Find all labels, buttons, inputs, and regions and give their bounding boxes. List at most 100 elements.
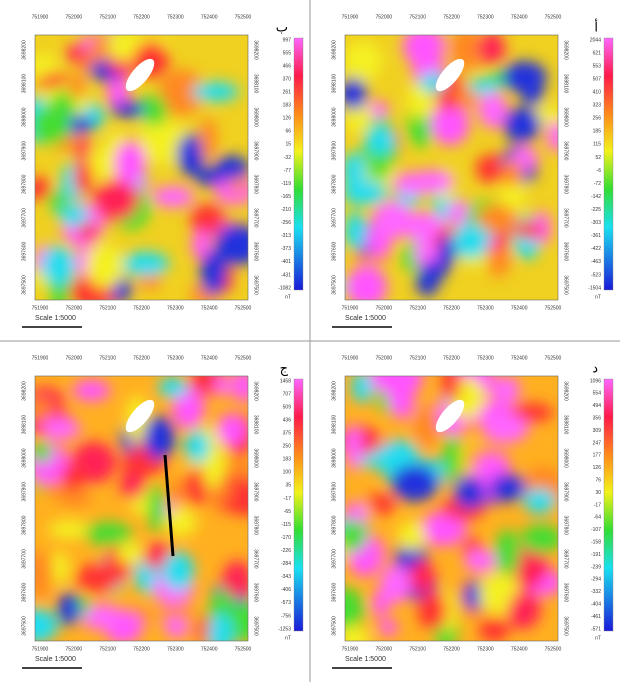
colorbar-label: -523 xyxy=(591,272,601,278)
anomaly xyxy=(64,45,90,63)
y-label-left: 3697900 xyxy=(331,141,337,161)
anomaly xyxy=(199,117,217,161)
y-label-left: 3697500 xyxy=(331,275,337,295)
x-label-bottom: 752300 xyxy=(167,646,184,652)
anomaly xyxy=(475,154,507,184)
colorbar-label: -226 xyxy=(281,548,291,554)
y-label-left: 3698200 xyxy=(331,381,337,401)
x-label-bottom: 751900 xyxy=(32,305,49,311)
anomaly xyxy=(452,223,489,259)
x-label-top: 752200 xyxy=(443,355,460,361)
y-label-right: 3698100 xyxy=(563,415,569,435)
anomaly xyxy=(165,507,197,537)
anomaly xyxy=(368,159,389,181)
anomaly xyxy=(184,430,210,463)
colorbar-label: 247 xyxy=(593,440,602,446)
anomaly xyxy=(35,608,58,641)
colorbar-label: 370 xyxy=(283,76,292,82)
colorbar-label: 375 xyxy=(283,431,292,437)
x-label-top: 752500 xyxy=(545,14,562,20)
raster xyxy=(345,376,558,641)
anomaly xyxy=(523,488,557,514)
scale-bar xyxy=(332,667,392,669)
y-label-right: 3697500 xyxy=(563,616,569,636)
map-panel: 751900 751900 752000 752000 752100 752100 7522… xyxy=(21,355,304,669)
y-label-left: 3698200 xyxy=(21,40,27,60)
y-label-left: 3698200 xyxy=(21,381,27,401)
anomaly xyxy=(345,587,364,632)
colorbar-label: 30 xyxy=(595,490,601,496)
anomaly xyxy=(430,102,470,146)
colorbar-label: -119 xyxy=(281,181,291,187)
anomaly xyxy=(72,379,111,402)
scale-text: Scale 1:5000 xyxy=(35,656,76,663)
y-label-left: 3698000 xyxy=(21,107,27,127)
colorbar-label: -191 xyxy=(591,552,601,558)
anomaly xyxy=(520,524,558,554)
profile-line xyxy=(163,454,175,557)
y-label-right: 3697800 xyxy=(253,516,259,536)
anomaly xyxy=(478,617,510,641)
x-label-top: 752100 xyxy=(99,14,116,20)
anomaly xyxy=(186,466,206,508)
colorbar-label: -239 xyxy=(591,564,601,570)
colorbar-label: 1458 xyxy=(280,378,291,384)
colorbar-label: 507 xyxy=(593,76,602,82)
raster xyxy=(345,35,558,300)
anomaly xyxy=(76,563,123,593)
colorbar-label: 183 xyxy=(283,103,292,109)
colorbar-label: 323 xyxy=(593,103,602,109)
x-label-top: 752000 xyxy=(375,14,392,20)
anomaly xyxy=(391,464,439,502)
y-label-left: 3698100 xyxy=(21,415,27,435)
anomaly xyxy=(345,180,388,206)
x-label-bottom: 752300 xyxy=(477,305,494,311)
colorbar-label: -756 xyxy=(281,613,291,619)
raster xyxy=(35,35,248,300)
x-label-top: 752500 xyxy=(235,14,252,20)
colorbar-label: 35 xyxy=(285,483,291,489)
y-label-right: 3697700 xyxy=(563,208,569,228)
panel-label: ب xyxy=(276,21,288,36)
colorbar-label: -6 xyxy=(597,168,602,174)
x-label-top: 752000 xyxy=(375,355,392,361)
colorbar-label: -158 xyxy=(591,540,601,546)
y-label-right: 3697500 xyxy=(253,616,259,636)
anomaly xyxy=(409,560,436,593)
colorbar-label: 52 xyxy=(595,155,601,161)
anomaly xyxy=(521,81,544,106)
anomaly xyxy=(85,522,133,546)
anomaly xyxy=(114,140,146,186)
x-label-top: 752500 xyxy=(235,355,252,361)
anomaly xyxy=(229,177,247,195)
anomaly xyxy=(364,126,397,155)
x-label-bottom: 752200 xyxy=(133,646,150,652)
y-label-right: 3698000 xyxy=(563,107,569,127)
anomaly xyxy=(69,73,86,100)
x-label-bottom: 752000 xyxy=(65,305,82,311)
anomaly xyxy=(35,176,51,201)
map-frame xyxy=(34,34,249,301)
y-label-right: 3698100 xyxy=(253,74,259,94)
x-label-bottom: 752500 xyxy=(235,305,252,311)
colorbar-label: -17 xyxy=(284,496,291,502)
anomaly xyxy=(453,476,486,510)
colorbar-label: 15 xyxy=(285,142,291,148)
colorbar-label: 126 xyxy=(283,116,292,122)
x-label-top: 752000 xyxy=(65,14,82,20)
colorbar-label: 555 xyxy=(283,50,292,56)
anomaly xyxy=(345,519,367,553)
y-label-right: 3697500 xyxy=(253,275,259,295)
y-label-left: 3698100 xyxy=(21,74,27,94)
x-label-bottom: 752300 xyxy=(477,646,494,652)
anomaly xyxy=(35,559,51,600)
anomaly xyxy=(417,591,448,630)
x-label-bottom: 752400 xyxy=(201,646,218,652)
panel-label: ج xyxy=(280,362,289,377)
anomaly xyxy=(224,457,248,480)
x-label-top: 752300 xyxy=(477,14,494,20)
y-label-left: 3697900 xyxy=(21,482,27,502)
raster xyxy=(35,376,248,641)
colorbar-label: 2044 xyxy=(590,37,601,43)
y-label-left: 3698100 xyxy=(331,415,337,435)
